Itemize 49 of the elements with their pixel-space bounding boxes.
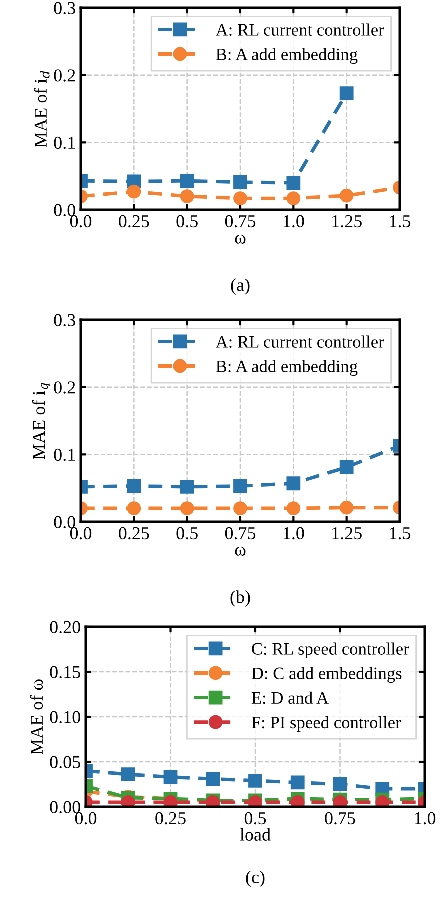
x-tick-label: 1.25 [332,215,362,228]
legend-label: A: RL current controller [216,24,384,36]
x-tick-label: 1.5 [390,215,411,228]
x-tick-label: 1.0 [284,527,304,540]
legend-label: D: C add embeddings [252,667,402,684]
x-tick-label: 0.5 [176,527,198,540]
x-tick-label: 0.5 [244,812,266,825]
y-tick-label: 0.0 [54,204,76,217]
x-tick-label: 0.25 [119,215,150,228]
y-tick-label: 0.3 [54,314,76,327]
x-axis-title: ω [235,235,246,244]
x-tick-label: 0.0 [70,215,92,228]
y-tick-label: 0.1 [54,448,76,462]
x-tick-label: 1.5 [390,527,411,540]
y-tick-label: 0.20 [50,621,80,634]
y-tick-label: 0.2 [54,382,76,394]
y-tick-label: 0.0 [54,516,76,529]
y-tick-label: 0.3 [54,2,76,15]
x-axis-title: ω [235,547,246,556]
x-tick-label: 0.75 [225,215,256,228]
x-tick-label: 0.75 [325,812,356,825]
x-tick-label: 0.25 [156,812,186,825]
legend-label: E: D and A [252,692,329,704]
legend-label: B: A add embedding [216,48,358,64]
x-tick-label: 0.5 [176,215,198,228]
y-axis-title: MAE of i$_{d}$ [34,71,50,148]
y-axis-title: MAE of ω [30,680,44,755]
y-tick-label: 0.00 [50,801,80,814]
text: (b) [230,590,250,607]
x-tick-label: 0.0 [75,812,97,825]
y-tick-label: 0.05 [50,756,80,769]
y-tick-label: 0.1 [54,136,76,150]
x-tick-label: 0.25 [119,527,150,540]
legend-label: F: PI speed controller [252,716,402,732]
y-tick-label: 0.2 [54,70,76,82]
text: (c) [246,870,265,888]
x-tick-label: 1.0 [415,812,436,825]
y-tick-label: 0.15 [50,666,80,679]
text: (a) [231,278,250,295]
x-tick-label: 0.0 [70,527,92,540]
x-tick-label: 1.25 [332,527,362,540]
legend-label: C: RL speed controller [252,642,410,658]
y-axis-title: MAE of i$_{q}$ [32,383,51,460]
y-tick-label: 0.10 [50,711,80,724]
x-tick-label: 0.75 [225,527,256,540]
legend-label: A: RL current controller [216,336,384,348]
x-tick-label: 1.0 [284,215,304,228]
legend-label: B: A add embedding [216,360,358,376]
x-axis-title: load [240,828,271,841]
